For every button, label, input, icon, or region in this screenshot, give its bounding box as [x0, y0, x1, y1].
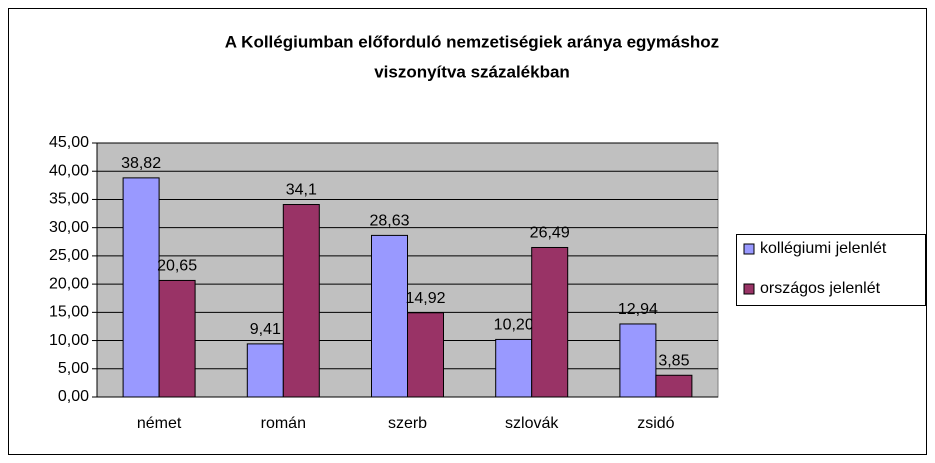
data-label: 28,63 [369, 213, 409, 230]
bar [122, 177, 160, 398]
data-label: 26,49 [530, 225, 570, 242]
data-label: 38,82 [121, 155, 161, 172]
legend-label: kollégiumi jelenlét [760, 240, 887, 257]
data-label: 9,41 [250, 321, 281, 338]
bar [531, 246, 569, 398]
data-label: 12,94 [618, 301, 658, 318]
bar [619, 323, 657, 398]
data-label: 10,20 [494, 317, 534, 334]
data-label: 34,1 [286, 182, 317, 199]
legend-label: országos jelenlét [760, 280, 881, 297]
x-tick-label: szerb [388, 415, 427, 432]
data-label: 14,92 [405, 290, 445, 307]
y-tick-label: 5,00 [58, 360, 89, 377]
y-tick-label: 35,00 [49, 191, 89, 208]
data-label: 20,65 [157, 258, 197, 275]
bar [282, 204, 320, 398]
y-tick-label: 0,00 [58, 388, 89, 405]
y-tick-label: 25,00 [49, 247, 89, 264]
data-label: 3,85 [658, 352, 689, 369]
y-tick-label: 15,00 [49, 304, 89, 321]
y-tick-label: 10,00 [49, 332, 89, 349]
bar [407, 312, 444, 398]
legend [736, 234, 926, 306]
y-tick-label: 45,00 [49, 134, 89, 151]
bar [655, 374, 693, 398]
y-tick-label: 30,00 [49, 219, 89, 236]
x-tick-label: zsidó [637, 415, 674, 432]
chart-title: viszonyítva százalékban [374, 62, 570, 81]
y-tick-label: 20,00 [49, 275, 89, 292]
bar [371, 234, 408, 398]
x-tick-label: német [137, 415, 182, 432]
bar [158, 279, 196, 398]
chart-title: A Kollégiumban előforduló nemzetiségiek … [225, 32, 719, 51]
bar [495, 338, 533, 398]
x-tick-label: román [261, 415, 306, 432]
legend-swatch [743, 243, 755, 255]
bar [246, 343, 284, 398]
legend-swatch [743, 283, 755, 295]
y-tick-label: 40,00 [49, 162, 89, 179]
x-tick-label: szlovák [505, 415, 559, 432]
